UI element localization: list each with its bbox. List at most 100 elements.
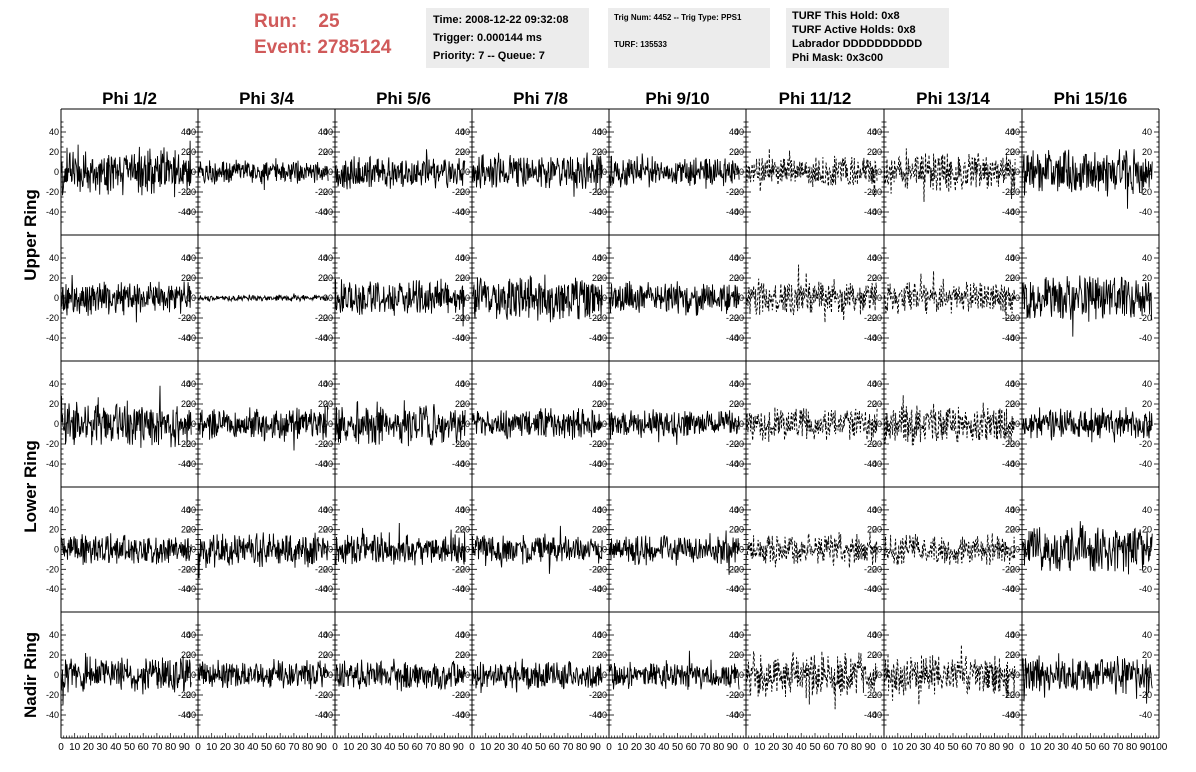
y-tick-label-right: 40 <box>1142 379 1152 389</box>
x-tick-label: 60 <box>549 742 561 753</box>
y-tick-label-right: 20 <box>455 147 465 157</box>
column-header: Phi 15/16 <box>1054 89 1128 108</box>
waveform-trace <box>60 533 192 565</box>
y-tick-label-left: 0 <box>1015 293 1020 303</box>
y-tick-label-right: 40 <box>318 253 328 263</box>
waveform-trace <box>471 525 603 574</box>
y-tick-label-left: 40 <box>597 253 607 263</box>
y-tick-label-left: -20 <box>869 313 882 323</box>
y-tick-label-left: 20 <box>872 525 882 535</box>
y-tick-label-right: 20 <box>181 147 191 157</box>
x-tick-label: 90 <box>1003 742 1015 753</box>
y-tick-label-left: 20 <box>186 525 196 535</box>
y-tick-label-right: -40 <box>452 584 465 594</box>
y-tick-label-right: 0 <box>186 167 191 177</box>
y-tick-label-left: -40 <box>1007 207 1020 217</box>
y-tick-label-right: -20 <box>1139 564 1152 574</box>
y-tick-label-right: 40 <box>455 630 465 640</box>
y-tick-label-right: 0 <box>323 293 328 303</box>
y-tick-label-right: 20 <box>181 650 191 660</box>
y-tick-label-left: -40 <box>594 459 607 469</box>
x-tick-label: 90 <box>727 742 739 753</box>
y-tick-label-right: 40 <box>592 253 602 263</box>
y-tick-label-left: -20 <box>1007 439 1020 449</box>
y-tick-label-right: -20 <box>589 564 602 574</box>
y-tick-label-right: 40 <box>1142 253 1152 263</box>
y-tick-label-right: 20 <box>592 273 602 283</box>
y-tick-label-right: -40 <box>1002 207 1015 217</box>
y-tick-label-right: -40 <box>589 459 602 469</box>
y-tick-label-left: -40 <box>46 207 59 217</box>
y-tick-label-right: 0 <box>1010 167 1015 177</box>
x-tick-label: 10 <box>206 742 218 753</box>
waveform-trace <box>60 140 192 198</box>
y-tick-label-left: -40 <box>869 207 882 217</box>
y-tick-label-left: 40 <box>1010 630 1020 640</box>
y-tick-label-right: -20 <box>864 313 877 323</box>
x-tick-label: 80 <box>989 742 1001 753</box>
y-tick-label-left: -20 <box>457 187 470 197</box>
y-tick-label-left: -20 <box>320 313 333 323</box>
phi-mask-text: Phi Mask: 0x3c00 <box>792 52 884 64</box>
column-header: Phi 1/2 <box>102 89 157 108</box>
y-tick-label-right: -40 <box>864 584 877 594</box>
x-tick-label: 20 <box>83 742 95 753</box>
x-tick-label: 70 <box>837 742 849 753</box>
y-tick-label-left: 0 <box>1015 545 1020 555</box>
y-tick-label-left: -40 <box>869 459 882 469</box>
y-tick-label-left: -20 <box>731 187 744 197</box>
y-tick-label-left: -20 <box>594 439 607 449</box>
x-tick-label: 70 <box>1112 742 1124 753</box>
y-tick-label-left: 0 <box>191 293 196 303</box>
x-tick-label: 80 <box>302 742 314 753</box>
y-tick-label-left: -40 <box>457 207 470 217</box>
y-tick-label-right: 40 <box>1005 630 1015 640</box>
y-tick-label-right: -40 <box>315 584 328 594</box>
y-tick-label-left: -20 <box>1007 690 1020 700</box>
y-tick-label-right: 40 <box>455 253 465 263</box>
y-tick-label-left: 20 <box>597 525 607 535</box>
y-tick-label-left: 0 <box>739 670 744 680</box>
y-tick-label-left: 40 <box>186 505 196 515</box>
y-tick-label-left: 20 <box>597 273 607 283</box>
x-tick-label: 70 <box>699 742 711 753</box>
y-tick-label-left: 20 <box>460 147 470 157</box>
y-tick-label-left: 20 <box>49 525 59 535</box>
x-tick-label: 50 <box>947 742 959 753</box>
y-tick-label-left: -20 <box>457 439 470 449</box>
y-tick-label-left: 20 <box>49 273 59 283</box>
x-tick-label: 10 <box>69 742 81 753</box>
y-tick-label-left: 20 <box>1010 399 1020 409</box>
y-tick-label-right: 40 <box>867 127 877 137</box>
x-tick-label: 40 <box>110 742 122 753</box>
y-tick-label-right: -20 <box>315 439 328 449</box>
y-tick-label-right: 0 <box>872 167 877 177</box>
x-tick-label: 30 <box>508 742 520 753</box>
y-tick-label-right: 0 <box>597 419 602 429</box>
x-tick-label: 70 <box>562 742 574 753</box>
y-tick-label-left: 0 <box>191 419 196 429</box>
y-tick-label-left: 20 <box>1010 273 1020 283</box>
y-tick-label-left: 40 <box>734 505 744 515</box>
y-tick-label-right: -40 <box>1139 710 1152 720</box>
y-tick-label-left: -20 <box>731 439 744 449</box>
x-tick-label: 30 <box>234 742 246 753</box>
y-tick-label-left: 40 <box>49 630 59 640</box>
y-tick-label-right: 40 <box>1005 127 1015 137</box>
y-tick-label-left: -40 <box>183 333 196 343</box>
y-tick-label-right: -40 <box>452 333 465 343</box>
x-tick-label: 40 <box>796 742 808 753</box>
waveform-trace <box>608 530 740 575</box>
y-tick-label-right: 0 <box>323 670 328 680</box>
y-tick-label-right: 20 <box>318 525 328 535</box>
waveform-trace <box>197 405 329 451</box>
y-tick-label-left: 0 <box>191 167 196 177</box>
y-tick-label-left: -20 <box>183 439 196 449</box>
y-tick-label-left: 40 <box>734 379 744 389</box>
y-tick-label-right: 20 <box>1142 147 1152 157</box>
y-tick-label-left: 0 <box>328 167 333 177</box>
x-tick-label: 90 <box>453 742 465 753</box>
y-tick-label-right: 20 <box>729 650 739 660</box>
y-tick-label-right: 20 <box>867 399 877 409</box>
y-tick-label-right: -20 <box>178 564 191 574</box>
